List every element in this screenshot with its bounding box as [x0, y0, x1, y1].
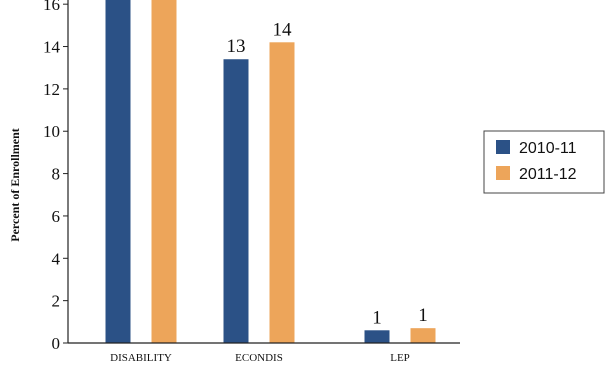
- y-tick-label: 6: [52, 207, 61, 226]
- legend-swatch: [496, 166, 510, 180]
- y-tick-label: 8: [52, 165, 61, 184]
- y-tick-label: 0: [52, 334, 61, 353]
- axes: [67, 0, 460, 344]
- category-label: LEP: [390, 352, 410, 364]
- y-tick-label: 10: [43, 122, 60, 141]
- data-label: 14: [273, 19, 293, 40]
- category-labels: DISABILITY ECONDIS LEP: [110, 352, 410, 364]
- legend-label: 2010-11: [519, 140, 577, 157]
- bar-disability-2011-12: [151, 0, 177, 344]
- data-label: 1: [418, 305, 428, 326]
- y-axis-title: Percent of Enrollment: [8, 128, 22, 242]
- y-tick-label: 2: [52, 292, 61, 311]
- legend-swatch: [496, 140, 510, 154]
- bar-disability-2010-11: [105, 0, 131, 344]
- category-label: DISABILITY: [110, 352, 172, 364]
- bar-lep-2010-11: [364, 330, 390, 343]
- legend: 2010-11 2011-12: [483, 130, 605, 194]
- bar-econdis-2010-11: [223, 59, 249, 344]
- y-tick-label: 12: [43, 80, 60, 99]
- y-tick-label: 4: [52, 249, 61, 268]
- bar-lep-2011-12: [410, 328, 436, 343]
- y-tick-label: 14: [43, 38, 61, 57]
- data-label: 1: [372, 307, 382, 328]
- legend-label: 2011-12: [519, 166, 577, 183]
- data-labels: 13 14 1 1: [227, 19, 428, 328]
- bar-econdis-2011-12: [269, 42, 295, 343]
- bars: [105, 0, 436, 344]
- y-tick-label: 16: [43, 0, 60, 14]
- y-axis-ticks: 0 2 4 6 8 10 12 14 16: [43, 0, 68, 353]
- data-label: 13: [227, 36, 246, 57]
- category-label: ECONDIS: [235, 352, 283, 364]
